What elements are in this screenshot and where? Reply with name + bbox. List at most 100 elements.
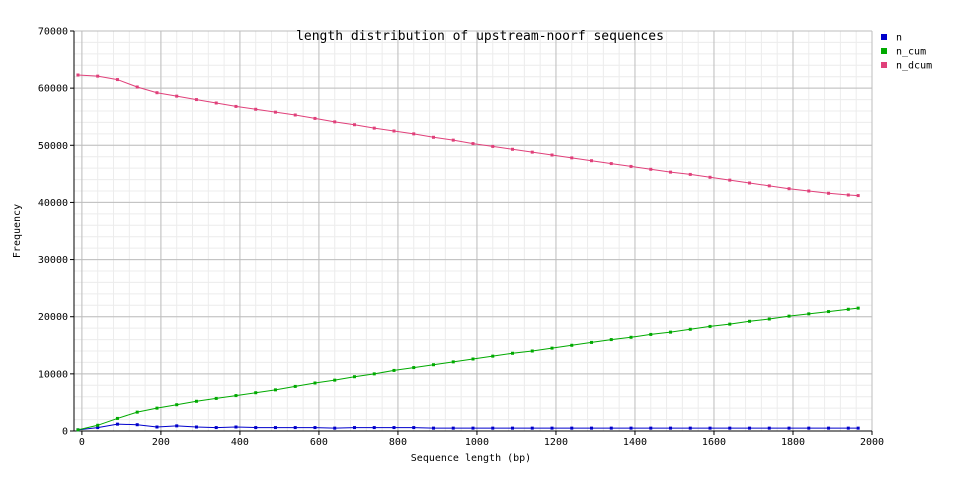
data-point bbox=[827, 191, 831, 195]
data-point bbox=[135, 85, 139, 89]
data-point bbox=[313, 381, 317, 385]
data-point bbox=[254, 426, 258, 430]
data-point bbox=[96, 423, 100, 427]
legend: n n_cum n_dcum bbox=[881, 33, 932, 72]
data-point bbox=[728, 178, 732, 182]
data-point bbox=[115, 78, 119, 82]
data-point bbox=[372, 426, 376, 430]
data-point bbox=[708, 175, 712, 179]
data-point bbox=[767, 426, 771, 430]
data-point bbox=[550, 426, 554, 430]
data-point bbox=[649, 332, 653, 336]
data-point bbox=[372, 372, 376, 376]
data-point bbox=[787, 187, 791, 191]
data-point bbox=[807, 189, 811, 193]
data-point bbox=[333, 426, 337, 430]
data-point bbox=[609, 426, 613, 430]
series-n_cum bbox=[76, 306, 860, 432]
plot-background bbox=[74, 31, 872, 431]
data-point bbox=[856, 426, 860, 430]
data-point bbox=[451, 426, 455, 430]
x-tick-label: 1400 bbox=[623, 437, 647, 448]
data-point bbox=[649, 426, 653, 430]
data-point bbox=[293, 426, 297, 430]
data-point bbox=[175, 403, 179, 407]
data-point bbox=[748, 181, 752, 185]
legend-marker-n_dcum bbox=[881, 62, 887, 68]
y-tick-label: 50000 bbox=[38, 141, 68, 152]
data-point bbox=[471, 426, 475, 430]
y-tick-label: 0 bbox=[62, 427, 68, 438]
data-point bbox=[234, 394, 238, 398]
data-point bbox=[352, 426, 356, 430]
data-point bbox=[392, 129, 396, 133]
data-point bbox=[748, 426, 752, 430]
data-point bbox=[254, 107, 258, 111]
data-point bbox=[76, 73, 80, 77]
data-point bbox=[254, 391, 258, 395]
data-point bbox=[728, 322, 732, 326]
data-point bbox=[629, 335, 633, 339]
data-point bbox=[688, 426, 692, 430]
data-point bbox=[412, 366, 416, 370]
data-point bbox=[570, 156, 574, 160]
series-n_dcum bbox=[76, 73, 860, 198]
data-point bbox=[471, 357, 475, 361]
x-tick-label: 600 bbox=[310, 437, 328, 448]
data-point bbox=[530, 150, 534, 154]
data-point bbox=[155, 91, 159, 95]
x-axis-label: Sequence length (bp) bbox=[411, 453, 531, 464]
data-point bbox=[412, 132, 416, 136]
data-point bbox=[530, 426, 534, 430]
data-point bbox=[491, 144, 495, 148]
data-point bbox=[313, 116, 317, 120]
data-point bbox=[431, 135, 435, 139]
chart-title: length distribution of upstream-noorf se… bbox=[296, 29, 664, 44]
data-point bbox=[392, 426, 396, 430]
data-point bbox=[194, 399, 198, 403]
y-axis-ticks: 0 10000 20000 30000 40000 50000 60000 70000 bbox=[38, 27, 74, 438]
data-point bbox=[649, 167, 653, 171]
data-point bbox=[669, 170, 673, 174]
data-point bbox=[155, 406, 159, 410]
data-point bbox=[787, 314, 791, 318]
data-point bbox=[412, 426, 416, 430]
y-tick-label: 40000 bbox=[38, 198, 68, 209]
y-tick-label: 60000 bbox=[38, 84, 68, 95]
data-point bbox=[214, 101, 218, 105]
data-point bbox=[293, 384, 297, 388]
data-point bbox=[333, 120, 337, 124]
data-point bbox=[115, 416, 119, 420]
legend-label-n: n bbox=[896, 33, 902, 44]
data-point bbox=[787, 426, 791, 430]
data-point bbox=[609, 162, 613, 166]
data-point bbox=[96, 426, 100, 430]
data-point bbox=[175, 424, 179, 428]
data-point bbox=[846, 307, 850, 311]
data-point bbox=[293, 113, 297, 117]
data-point bbox=[590, 426, 594, 430]
data-point bbox=[234, 104, 238, 108]
data-point bbox=[451, 138, 455, 142]
data-point bbox=[273, 110, 277, 114]
series-layer bbox=[76, 73, 860, 432]
data-point bbox=[767, 317, 771, 321]
data-point bbox=[590, 159, 594, 163]
data-point bbox=[590, 340, 594, 344]
data-point bbox=[234, 425, 238, 429]
data-point bbox=[313, 426, 317, 430]
y-tick-label: 30000 bbox=[38, 255, 68, 266]
data-point bbox=[807, 426, 811, 430]
data-point bbox=[471, 142, 475, 146]
data-point bbox=[115, 422, 119, 426]
data-point bbox=[431, 363, 435, 367]
legend-marker-n_cum bbox=[881, 48, 887, 54]
data-point bbox=[352, 123, 356, 127]
data-point bbox=[333, 378, 337, 382]
data-point bbox=[748, 319, 752, 323]
data-point bbox=[451, 360, 455, 364]
y-axis-label: Frequency bbox=[12, 204, 23, 258]
y-tick-label: 10000 bbox=[38, 369, 68, 380]
x-tick-label: 1800 bbox=[781, 437, 805, 448]
